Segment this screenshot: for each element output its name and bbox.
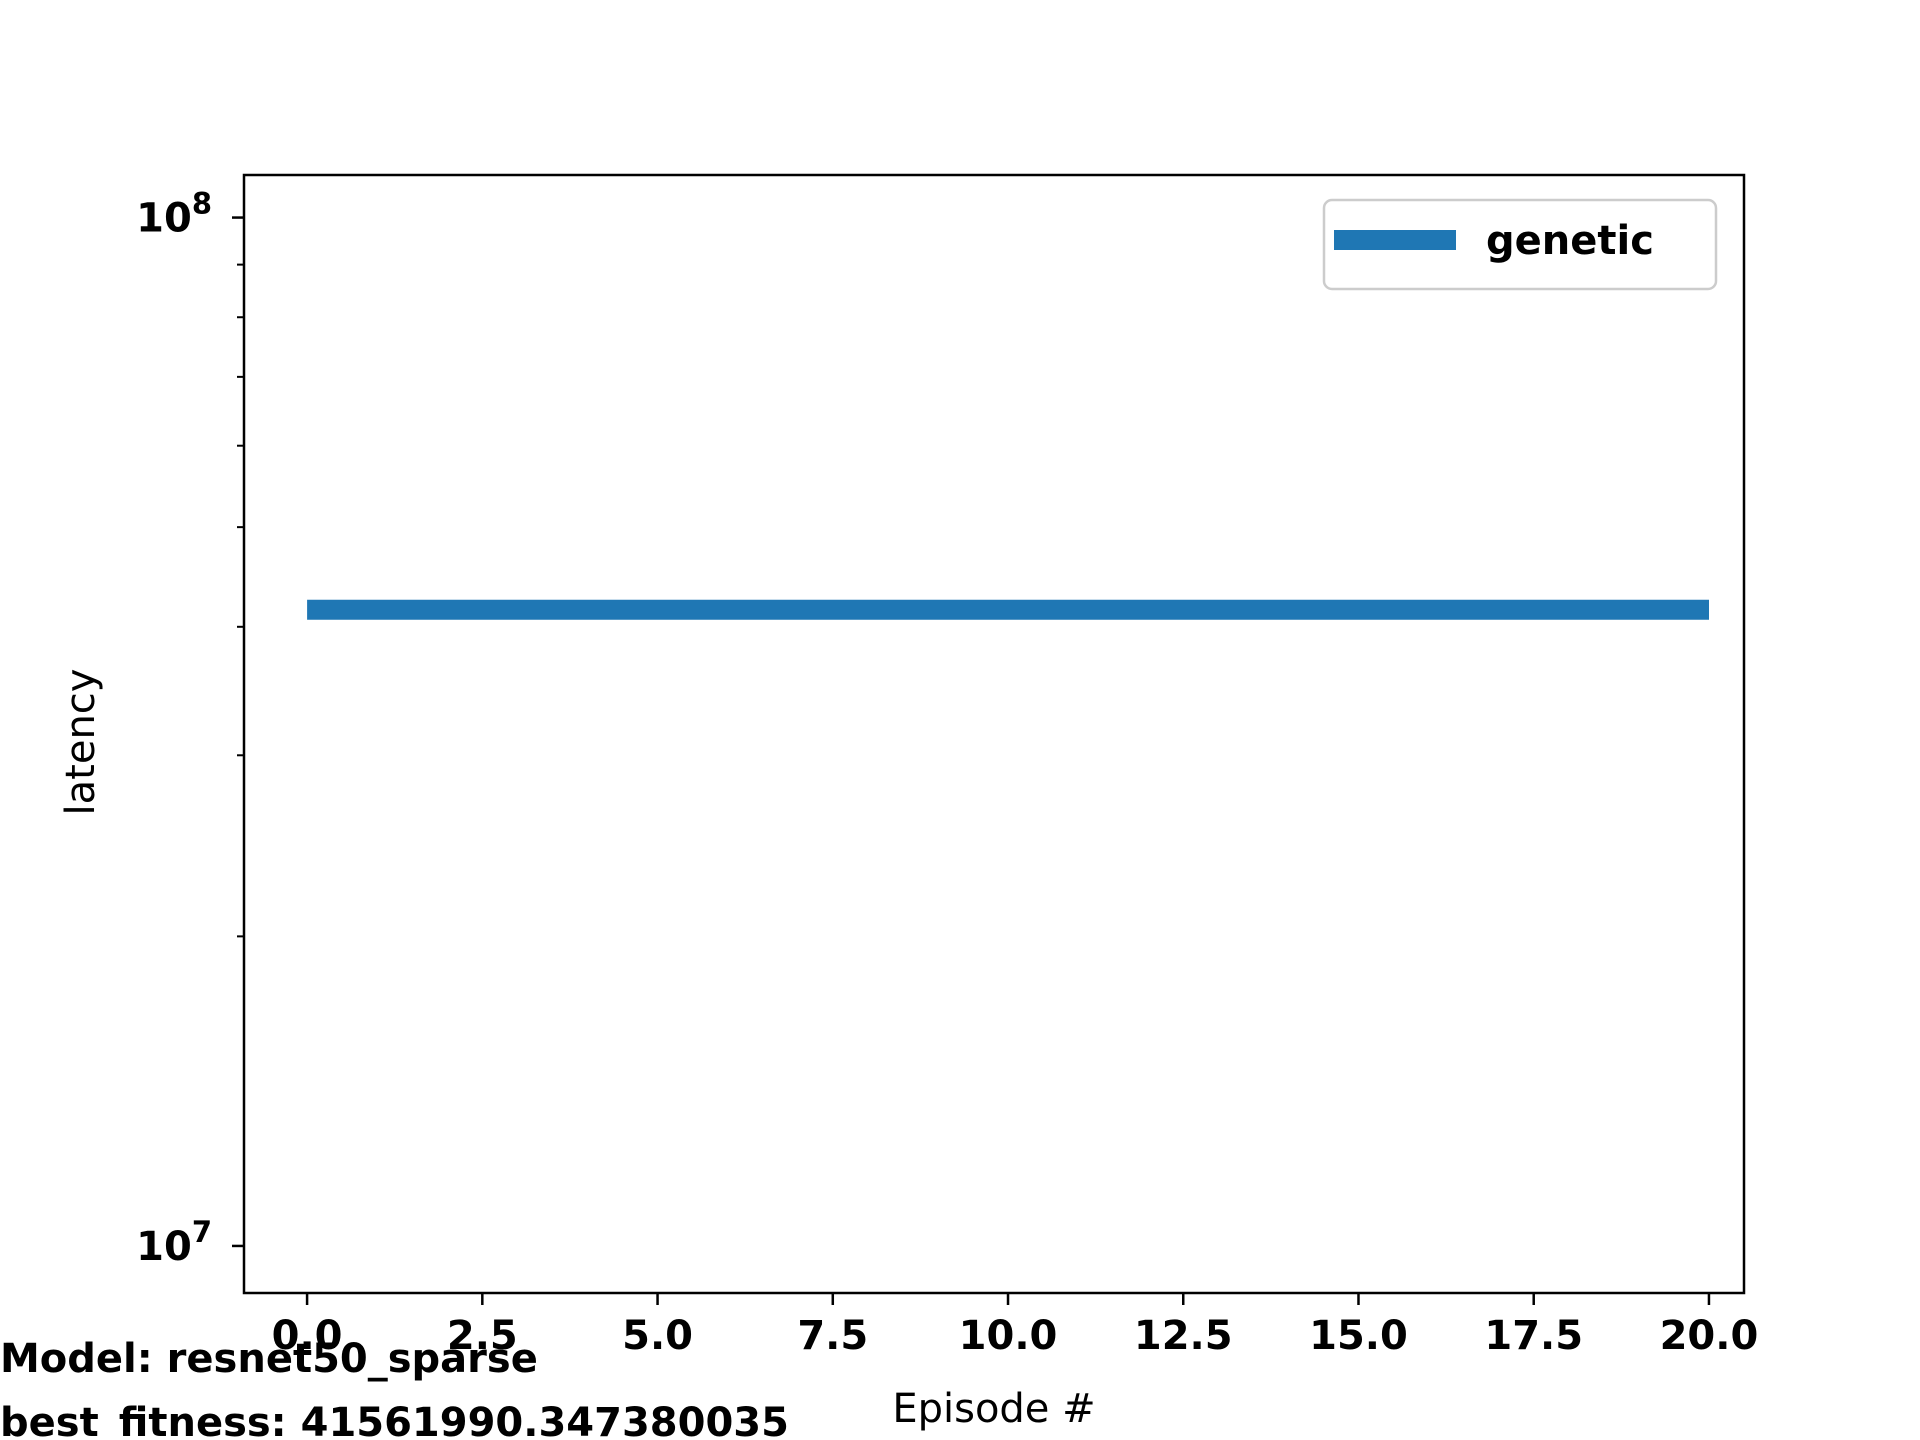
- x-tick-label: 20.0: [1660, 1313, 1759, 1359]
- x-tick-label: 7.5: [797, 1313, 868, 1359]
- x-tick-label: 17.5: [1484, 1313, 1583, 1359]
- y-axis-label: latency: [58, 669, 104, 816]
- x-tick-label: 0.0: [272, 1313, 343, 1359]
- footer-best-fitness-text: best_fitness: 41561990.347380035: [0, 1400, 789, 1440]
- y-tick-label: 107: [136, 1215, 212, 1270]
- y-tick-label: 108: [136, 187, 212, 242]
- x-tick-label: 2.5: [447, 1313, 518, 1359]
- x-tick-label: 12.5: [1134, 1313, 1233, 1359]
- plot-area: 0.0 2.5 5.0 7.5 10.0 12.5 15.0 17.5 20.0 107 108: [136, 173, 1759, 1359]
- legend-box: [1322, 198, 1718, 291]
- legend: genetic: [1322, 198, 1718, 291]
- x-axis-ticks: 0.0 2.5 5.0 7.5 10.0 12.5 15.0 17.5 20.0: [272, 1293, 1759, 1359]
- footer-model-text: Model: resnet50_sparse: [0, 1336, 538, 1382]
- x-tick-label: 15.0: [1309, 1313, 1408, 1359]
- x-tick-label: 5.0: [622, 1313, 693, 1359]
- x-axis-label: Episode #: [892, 1386, 1095, 1432]
- y-axis-ticks: 107 108: [136, 187, 244, 1270]
- legend-label-genetic: genetic: [1486, 218, 1654, 264]
- axes-frame: [242, 173, 1746, 1295]
- x-tick-label: 10.0: [959, 1313, 1058, 1359]
